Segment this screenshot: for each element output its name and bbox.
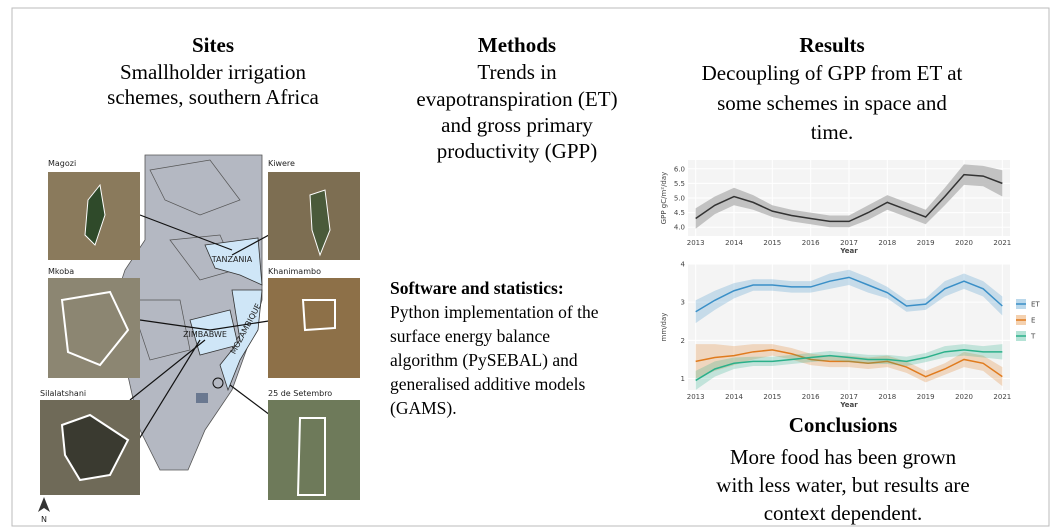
x-tick-label: 2020: [955, 239, 973, 247]
x-tick-label: 2013: [687, 239, 705, 247]
y-axis-label: GPP gC/m²/day: [660, 172, 668, 225]
software-line: generalised additive models: [390, 374, 586, 394]
y-tick-label: 5.0: [674, 195, 685, 203]
x-tick-label: 2014: [725, 239, 743, 247]
lake: [196, 393, 208, 403]
sites-title: Sites: [192, 33, 234, 57]
y-tick-label: 6.0: [674, 165, 685, 173]
results-line: Decoupling of GPP from ET at: [702, 61, 963, 85]
x-tick-label: 2016: [802, 239, 820, 247]
charts: 4.0 4.5 5.0 5.5 6.0 2013 2014 2015 2016 2017 2018 2…: [660, 160, 1040, 409]
y-tick-label: 4: [681, 261, 686, 269]
conclusions-line: More food has been grown: [730, 445, 957, 469]
legend-label: E: [1031, 317, 1035, 325]
results-line: time.: [811, 120, 854, 144]
site-name: Kiwere: [268, 159, 295, 168]
country-label: ZIMBABWE: [183, 330, 227, 339]
legend-label: T: [1030, 333, 1036, 341]
methods-line: Trends in: [477, 60, 557, 84]
methods-title: Methods: [478, 33, 556, 57]
x-tick-label: 2015: [763, 393, 781, 401]
y-tick-label: 4.0: [674, 224, 685, 232]
results-title: Results: [799, 33, 864, 57]
graphical-abstract: Sites Smallholder irrigation schemes, so…: [0, 0, 1061, 531]
x-tick-label: 2017: [840, 393, 858, 401]
methods-line: and gross primary: [441, 113, 593, 137]
conclusions-line: with less water, but results are: [716, 473, 969, 497]
conclusions-title: Conclusions: [789, 413, 898, 437]
x-axis-label: Year: [839, 247, 858, 255]
methods-line: productivity (GPP): [437, 139, 597, 163]
site-name: Silalatshani: [40, 389, 86, 398]
legend-label: ET: [1031, 301, 1040, 309]
x-axis-label: Year: [839, 401, 858, 409]
y-tick-label: 5.5: [674, 180, 685, 188]
software-title: Software and statistics:: [390, 278, 564, 298]
x-tick-label: 2013: [687, 393, 705, 401]
country-label: TANZANIA: [211, 255, 253, 264]
site-name: 25 de Setembro: [268, 389, 332, 398]
x-tick-label: 2019: [917, 393, 935, 401]
sites-line: Smallholder irrigation: [120, 60, 307, 84]
y-tick-label: 2: [681, 337, 685, 345]
x-tick-label: 2019: [917, 239, 935, 247]
site-name: Mkoba: [48, 267, 74, 276]
x-tick-label: 2021: [993, 393, 1011, 401]
software-line: Python implementation of the: [390, 302, 599, 322]
y-axis-label: mm/day: [660, 313, 668, 342]
software-line: algorithm (PySEBAL) and: [390, 350, 578, 370]
software-line: (GAMS).: [390, 398, 457, 418]
x-tick-label: 2021: [993, 239, 1011, 247]
methods-line: evapotranspiration (ET): [416, 87, 617, 111]
x-tick-label: 2017: [840, 239, 858, 247]
y-tick-label: 3: [681, 299, 685, 307]
photo: [268, 400, 360, 500]
y-tick-label: 1: [681, 375, 685, 383]
x-tick-label: 2018: [878, 393, 896, 401]
site-name: Magozi: [48, 159, 76, 168]
photo: [268, 278, 360, 378]
conclusions-line: context dependent.: [764, 501, 923, 525]
x-tick-label: 2020: [955, 393, 973, 401]
software-line: surface energy balance: [390, 326, 550, 346]
site-name: Khanimambo: [268, 267, 321, 276]
north-label: N: [41, 515, 47, 524]
x-tick-label: 2018: [878, 239, 896, 247]
x-tick-label: 2016: [802, 393, 820, 401]
sites-line: schemes, southern Africa: [107, 85, 319, 109]
y-tick-label: 4.5: [674, 209, 685, 217]
x-tick-label: 2014: [725, 393, 743, 401]
x-tick-label: 2015: [763, 239, 781, 247]
results-line: some schemes in space and: [717, 91, 947, 115]
